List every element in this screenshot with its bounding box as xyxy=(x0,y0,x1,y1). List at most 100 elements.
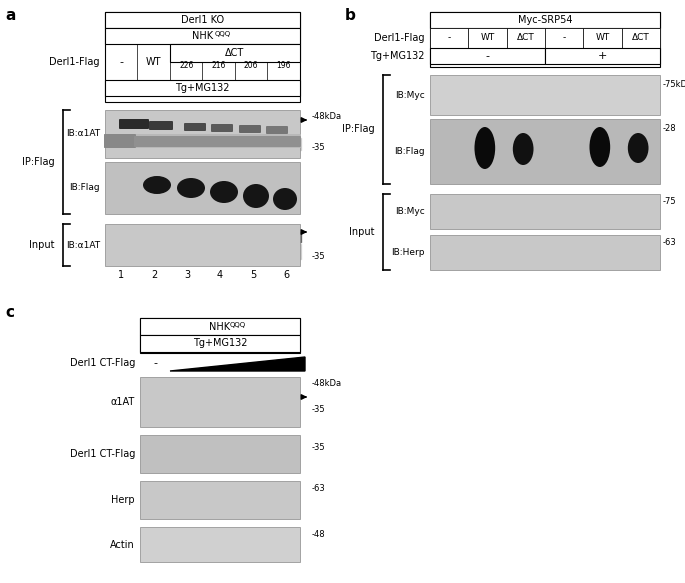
Text: -35: -35 xyxy=(312,252,325,261)
Text: Derl1-Flag: Derl1-Flag xyxy=(49,57,100,67)
Ellipse shape xyxy=(475,127,495,169)
Text: IB:α1AT: IB:α1AT xyxy=(66,241,100,250)
Polygon shape xyxy=(170,357,305,371)
FancyBboxPatch shape xyxy=(430,12,660,67)
Text: IB:Myc: IB:Myc xyxy=(395,90,425,100)
FancyBboxPatch shape xyxy=(105,224,300,266)
Text: IB:Flag: IB:Flag xyxy=(395,147,425,156)
Text: -63: -63 xyxy=(663,238,677,247)
FancyBboxPatch shape xyxy=(140,481,300,519)
FancyBboxPatch shape xyxy=(622,28,660,48)
FancyBboxPatch shape xyxy=(105,12,300,102)
Text: -: - xyxy=(119,57,123,67)
FancyBboxPatch shape xyxy=(140,377,300,427)
Ellipse shape xyxy=(210,181,238,203)
Text: -: - xyxy=(562,33,566,43)
Text: +: + xyxy=(598,51,607,61)
Text: -48kDa: -48kDa xyxy=(312,379,342,388)
Text: QQQ: QQQ xyxy=(214,31,231,37)
Ellipse shape xyxy=(143,176,171,194)
FancyBboxPatch shape xyxy=(545,28,584,48)
Text: -: - xyxy=(447,33,451,43)
FancyBboxPatch shape xyxy=(105,110,300,158)
Text: Input: Input xyxy=(349,227,375,237)
Text: 216: 216 xyxy=(212,61,226,71)
Text: WT: WT xyxy=(480,33,495,43)
Text: IB:α1AT: IB:α1AT xyxy=(66,129,100,139)
Text: a: a xyxy=(5,8,15,23)
Text: Tg+MG132: Tg+MG132 xyxy=(371,51,425,61)
Text: Derl1-Flag: Derl1-Flag xyxy=(375,33,425,43)
Text: -75kDa: -75kDa xyxy=(663,80,685,89)
FancyBboxPatch shape xyxy=(140,318,300,335)
Text: Derl1 CT-Flag: Derl1 CT-Flag xyxy=(70,358,135,368)
Text: -35: -35 xyxy=(312,143,325,152)
FancyBboxPatch shape xyxy=(430,48,545,64)
FancyBboxPatch shape xyxy=(170,44,300,62)
FancyBboxPatch shape xyxy=(430,28,469,48)
Text: 206: 206 xyxy=(244,61,258,71)
Text: α1AT: α1AT xyxy=(111,397,135,407)
Text: IP:Flag: IP:Flag xyxy=(342,125,375,135)
Text: NHK: NHK xyxy=(210,321,231,332)
FancyBboxPatch shape xyxy=(140,527,300,562)
Text: -: - xyxy=(153,358,157,368)
Text: QQQ: QQQ xyxy=(230,321,246,328)
Text: ΔCT: ΔCT xyxy=(632,33,649,43)
Text: -28: -28 xyxy=(663,124,677,133)
FancyBboxPatch shape xyxy=(430,119,660,184)
FancyBboxPatch shape xyxy=(140,335,300,352)
FancyBboxPatch shape xyxy=(545,48,660,64)
Text: 6: 6 xyxy=(283,270,289,280)
Text: -: - xyxy=(486,51,490,61)
Text: IB:Herp: IB:Herp xyxy=(392,248,425,257)
Text: 3: 3 xyxy=(184,270,190,280)
Text: -35: -35 xyxy=(312,405,325,414)
Text: ΔCT: ΔCT xyxy=(225,48,245,58)
FancyBboxPatch shape xyxy=(584,28,622,48)
Text: Input: Input xyxy=(29,240,55,250)
FancyBboxPatch shape xyxy=(239,125,261,133)
Text: Herp: Herp xyxy=(112,495,135,505)
Ellipse shape xyxy=(243,184,269,208)
FancyBboxPatch shape xyxy=(105,12,300,28)
Text: b: b xyxy=(345,8,356,23)
FancyBboxPatch shape xyxy=(105,28,300,44)
FancyBboxPatch shape xyxy=(149,121,173,130)
Text: IP:Flag: IP:Flag xyxy=(23,157,55,167)
Ellipse shape xyxy=(273,188,297,210)
Text: Actin: Actin xyxy=(110,539,135,550)
Text: Derl1 CT-Flag: Derl1 CT-Flag xyxy=(70,449,135,459)
Text: 1: 1 xyxy=(118,270,124,280)
Text: WT: WT xyxy=(146,57,162,67)
Text: WT: WT xyxy=(595,33,610,43)
Text: 2: 2 xyxy=(151,270,157,280)
FancyBboxPatch shape xyxy=(430,194,660,229)
Ellipse shape xyxy=(177,178,205,198)
Text: -48kDa: -48kDa xyxy=(312,112,342,121)
Text: IB:Flag: IB:Flag xyxy=(69,184,100,192)
FancyBboxPatch shape xyxy=(134,136,301,147)
FancyBboxPatch shape xyxy=(140,318,300,353)
Text: Derl1 KO: Derl1 KO xyxy=(181,15,224,25)
Text: -75: -75 xyxy=(663,197,677,206)
Text: 196: 196 xyxy=(277,61,291,71)
FancyBboxPatch shape xyxy=(430,12,660,28)
Text: 5: 5 xyxy=(250,270,256,280)
Text: 4: 4 xyxy=(217,270,223,280)
FancyBboxPatch shape xyxy=(430,235,660,270)
FancyBboxPatch shape xyxy=(430,75,660,115)
FancyBboxPatch shape xyxy=(469,28,507,48)
FancyBboxPatch shape xyxy=(184,123,206,131)
Text: -63: -63 xyxy=(312,484,326,493)
Text: Tg+MG132: Tg+MG132 xyxy=(192,339,247,349)
Text: IB:Myc: IB:Myc xyxy=(395,207,425,216)
Ellipse shape xyxy=(513,133,534,165)
Ellipse shape xyxy=(590,127,610,167)
Text: -48: -48 xyxy=(312,530,325,539)
FancyBboxPatch shape xyxy=(104,134,136,148)
FancyBboxPatch shape xyxy=(507,28,545,48)
FancyBboxPatch shape xyxy=(266,126,288,134)
Text: c: c xyxy=(5,305,14,320)
FancyBboxPatch shape xyxy=(105,80,300,96)
